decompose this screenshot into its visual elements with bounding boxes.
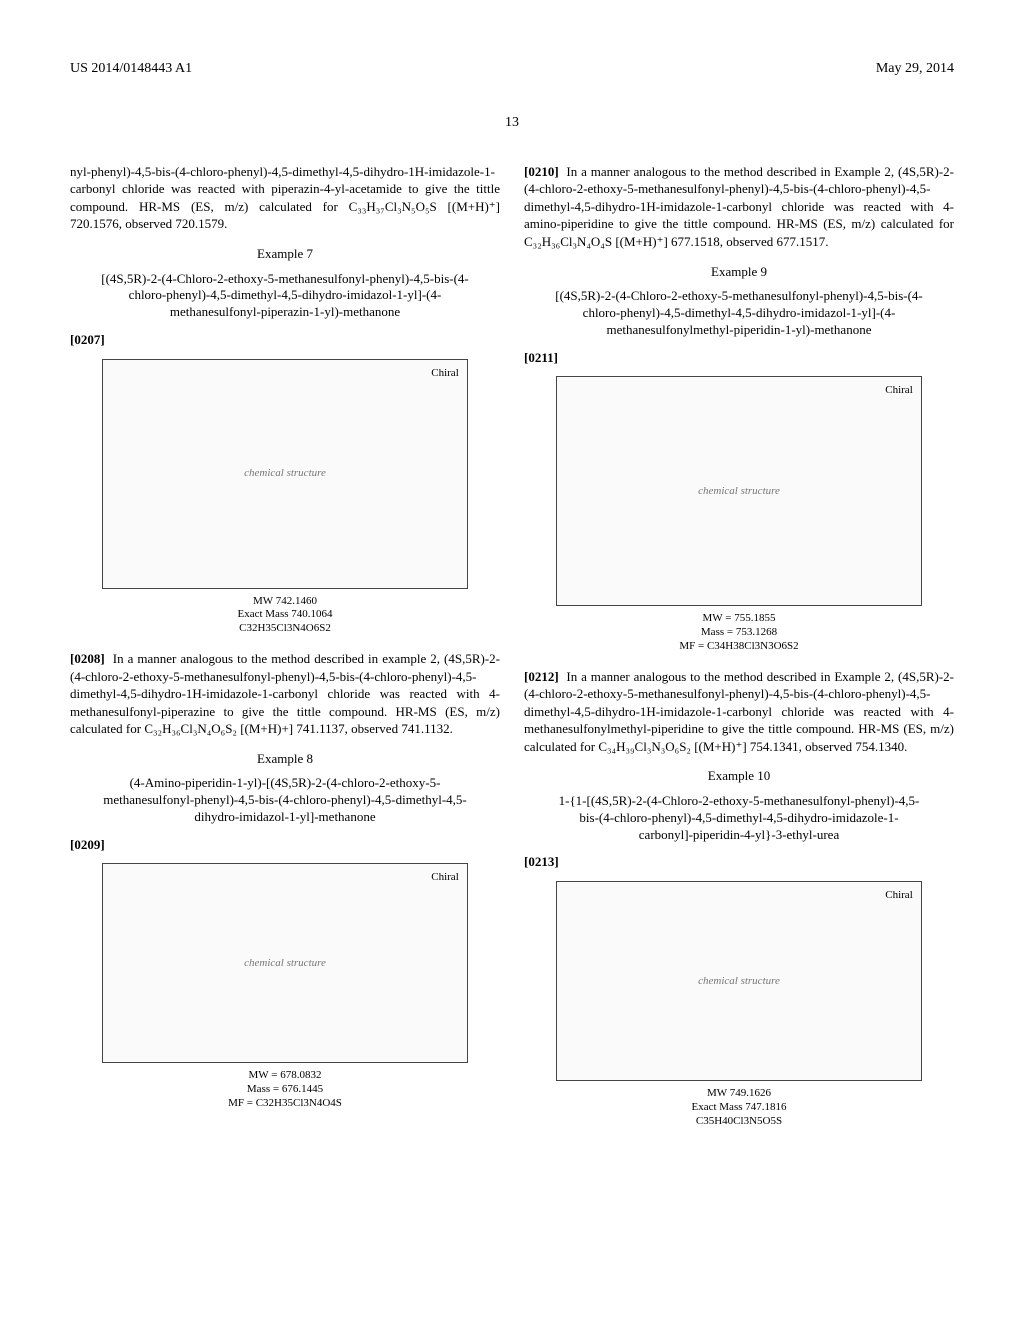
left-column: nyl-phenyl)-4,5-bis-(4-chloro-phenyl)-4,… — [70, 163, 500, 1143]
para-0211: [0211] — [524, 349, 954, 367]
example-8-caption: MW = 678.0832Mass = 676.1445MF = C32H35C… — [70, 1069, 500, 1110]
example-9-structure: Chiral chemical structure — [556, 376, 922, 606]
para-continued: nyl-phenyl)-4,5-bis-(4-chloro-phenyl)-4,… — [70, 163, 500, 233]
para-0213: [0213] — [524, 853, 954, 871]
example-9-title: [(4S,5R)-2-(4-Chloro-2-ethoxy-5-methanes… — [554, 288, 924, 339]
structure-placeholder-icon: chemical structure — [244, 466, 326, 481]
para-0208: [0208] In a manner analogous to the meth… — [70, 650, 500, 738]
chiral-label: Chiral — [885, 383, 913, 398]
example-9-label: Example 9 — [524, 263, 954, 281]
para-0211-num: [0211] — [524, 350, 558, 365]
para-0208-num: [0208] — [70, 651, 105, 666]
para-0213-num: [0213] — [524, 854, 559, 869]
example-7-label: Example 7 — [70, 245, 500, 263]
chiral-label: Chiral — [431, 870, 459, 885]
structure-placeholder-icon: chemical structure — [698, 484, 780, 499]
example-10-label: Example 10 — [524, 767, 954, 785]
example-9-caption: MW = 755.1855Mass = 753.1268MF = C34H38C… — [524, 612, 954, 653]
para-0212-text: In a manner analogous to the method desc… — [524, 669, 954, 754]
example-10-caption: MW 749.1626Exact Mass 747.1816C35H40Cl3N… — [524, 1087, 954, 1128]
right-column: [0210] In a manner analogous to the meth… — [524, 163, 954, 1143]
example-10-structure: Chiral chemical structure — [556, 881, 922, 1081]
para-0210-text: In a manner analogous to the method desc… — [524, 164, 954, 249]
example-10-title: 1-{1-[(4S,5R)-2-(4-Chloro-2-ethoxy-5-met… — [554, 793, 924, 844]
structure-placeholder-icon: chemical structure — [244, 956, 326, 971]
example-7-structure: Chiral chemical structure — [102, 359, 468, 589]
para-0208-text: In a manner analogous to the method desc… — [70, 651, 500, 736]
para-0209-num: [0209] — [70, 837, 105, 852]
chiral-label: Chiral — [885, 888, 913, 903]
example-7-title: [(4S,5R)-2-(4-Chloro-2-ethoxy-5-methanes… — [100, 271, 470, 322]
structure-placeholder-icon: chemical structure — [698, 974, 780, 989]
para-0207-num: [0207] — [70, 332, 105, 347]
header-date: May 29, 2014 — [876, 60, 954, 79]
example-8-structure: Chiral chemical structure — [102, 863, 468, 1063]
example-8-label: Example 8 — [70, 750, 500, 768]
para-0210: [0210] In a manner analogous to the meth… — [524, 163, 954, 251]
chiral-label: Chiral — [431, 366, 459, 381]
two-column-body: nyl-phenyl)-4,5-bis-(4-chloro-phenyl)-4,… — [70, 163, 954, 1143]
para-0210-num: [0210] — [524, 164, 559, 179]
para-0207: [0207] — [70, 331, 500, 349]
header-doc-id: US 2014/0148443 A1 — [70, 60, 192, 79]
para-0209: [0209] — [70, 836, 500, 854]
para-0212-num: [0212] — [524, 669, 559, 684]
page-number: 13 — [70, 114, 954, 133]
page-header: US 2014/0148443 A1 May 29, 2014 — [70, 60, 954, 79]
example-8-title: (4-Amino-piperidin-1-yl)-[(4S,5R)-2-(4-c… — [100, 775, 470, 826]
para-0212: [0212] In a manner analogous to the meth… — [524, 668, 954, 756]
example-7-caption: MW 742.1460Exact Mass 740.1064C32H35Cl3N… — [70, 595, 500, 636]
